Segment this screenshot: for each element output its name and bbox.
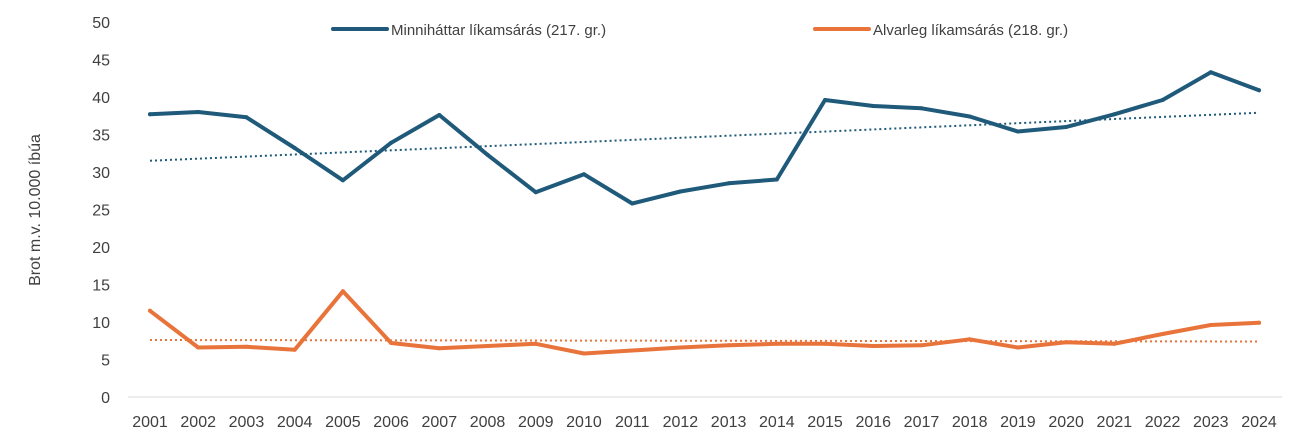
- data-point: [485, 152, 490, 157]
- data-point: [1112, 112, 1117, 117]
- x-tick-label: 2011: [615, 414, 650, 431]
- data-point: [1064, 340, 1069, 345]
- data-point: [437, 113, 442, 117]
- data-point: [1015, 345, 1020, 350]
- series-line-2: [148, 289, 1261, 356]
- data-point: [823, 98, 828, 102]
- trendlines: [149, 111, 1260, 343]
- legend: Minniháttar líkamsárás (217. gr.) Alvarle…: [331, 22, 1068, 39]
- x-tick-label: 2019: [1000, 414, 1036, 431]
- y-axis-title: Brot m.v. 10.000 íbúa: [27, 134, 44, 286]
- data-point: [1160, 332, 1165, 336]
- data-point: [581, 172, 586, 177]
- x-tick-label: 2023: [1193, 414, 1229, 431]
- x-tick-label: 2004: [277, 414, 313, 431]
- data-point: [678, 189, 683, 194]
- data-point: [485, 344, 490, 348]
- x-tick-label: 2005: [325, 414, 361, 431]
- x-tick-label: 2009: [518, 414, 554, 431]
- data-point: [1160, 98, 1165, 102]
- x-tick-label: 2006: [373, 414, 409, 431]
- data-point: [389, 140, 394, 145]
- data-point: [340, 289, 345, 294]
- x-tick-label: 2014: [759, 414, 795, 431]
- data-point: [630, 348, 635, 353]
- y-tick-label: 30: [92, 165, 110, 182]
- data-point: [196, 345, 201, 350]
- series-lines: [148, 70, 1261, 356]
- x-tick-label: 2020: [1048, 414, 1084, 431]
- data-point: [967, 337, 972, 342]
- data-point: [340, 178, 345, 183]
- x-tick-label: 2022: [1145, 414, 1181, 431]
- x-tick-label: 2010: [566, 414, 602, 431]
- data-point: [389, 341, 394, 345]
- y-axis-title-group: Brot m.v. 10.000 íbúa: [27, 134, 44, 286]
- x-tick-label: 2001: [132, 414, 168, 431]
- x-tick-label: 2017: [904, 414, 940, 431]
- x-tick-label: 2013: [711, 414, 747, 431]
- data-point: [1208, 323, 1213, 327]
- x-tick-label: 2018: [952, 414, 988, 431]
- data-point: [630, 201, 635, 206]
- y-tick-label: 25: [92, 203, 110, 220]
- data-point: [437, 346, 442, 351]
- data-point: [919, 106, 924, 111]
- y-tick-label: 5: [101, 353, 110, 370]
- data-point: [1112, 341, 1117, 346]
- data-point: [1208, 70, 1213, 75]
- data-point: [967, 114, 972, 119]
- y-tick-label: 40: [92, 90, 110, 107]
- data-point: [148, 308, 152, 313]
- data-point: [871, 344, 876, 348]
- data-point: [244, 344, 249, 349]
- data-point: [919, 343, 924, 348]
- data-point: [823, 341, 828, 346]
- y-tick-label: 15: [92, 278, 110, 295]
- data-point: [148, 112, 152, 117]
- y-tick-label: 45: [92, 53, 110, 70]
- data-point: [1064, 125, 1069, 129]
- data-point: [1257, 320, 1261, 325]
- data-point: [774, 341, 779, 346]
- x-tick-label: 2008: [470, 414, 506, 431]
- legend-label: Minniháttar líkamsárás (217. gr.): [391, 22, 606, 39]
- trendline-series-1: [149, 111, 1260, 162]
- x-axis-ticks: 2001 2002 2003 2004 2005 2006 2007 2008 2009 2010…: [132, 414, 1277, 431]
- legend-label: Alvarleg líkamsárás (218. gr.): [873, 22, 1068, 39]
- data-point: [726, 343, 731, 348]
- y-tick-label: 50: [92, 15, 110, 32]
- x-tick-label: 2015: [807, 414, 843, 431]
- y-tick-label: 10: [92, 315, 110, 332]
- x-tick-label: 2021: [1097, 414, 1133, 431]
- data-point: [1257, 88, 1261, 93]
- data-point: [1015, 129, 1020, 134]
- data-point: [533, 341, 538, 346]
- data-point: [292, 146, 297, 150]
- x-tick-label: 2007: [422, 414, 458, 431]
- data-point: [678, 345, 683, 350]
- y-tick-label: 20: [92, 240, 110, 257]
- y-tick-label: 35: [92, 128, 110, 145]
- x-tick-label: 2016: [855, 414, 891, 431]
- data-point: [871, 104, 876, 108]
- data-point: [774, 177, 779, 182]
- x-tick-label: 2024: [1241, 414, 1277, 431]
- y-tick-label: 0: [101, 390, 110, 407]
- series-line-1: [148, 70, 1261, 206]
- data-point: [196, 110, 201, 114]
- x-tick-label: 2002: [180, 414, 216, 431]
- data-point: [292, 347, 297, 352]
- x-tick-label: 2012: [663, 414, 699, 431]
- x-tick-label: 2003: [229, 414, 265, 431]
- data-point: [726, 181, 731, 186]
- data-point: [244, 115, 249, 120]
- data-point: [581, 351, 586, 356]
- y-axis-ticks: 0 5 10 15 20 25 30 35 40 45 50: [92, 15, 110, 407]
- data-point: [533, 190, 538, 195]
